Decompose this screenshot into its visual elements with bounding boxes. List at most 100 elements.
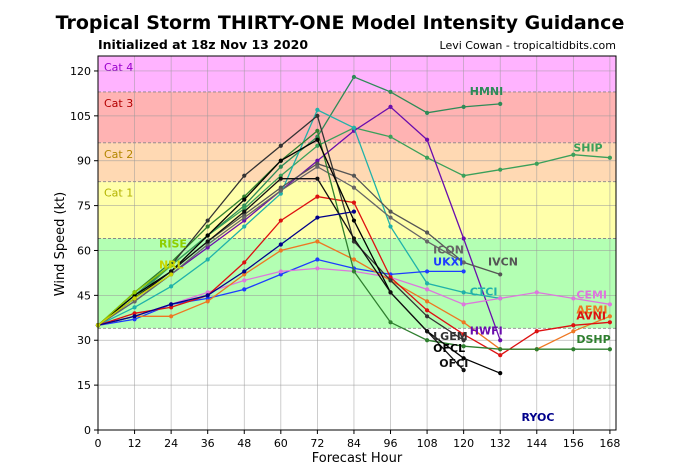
data-point-lgem [242, 173, 247, 178]
data-point-rise [169, 263, 174, 268]
category-label: Cat 4 [104, 61, 133, 74]
data-point-ofcl [278, 158, 283, 163]
data-point-dshp [315, 128, 320, 133]
data-point-dshp [498, 347, 503, 352]
y-tick-label: 120 [70, 65, 91, 78]
data-point-avni [498, 353, 503, 358]
data-point-lgem [278, 143, 283, 148]
data-point-icon [461, 260, 466, 265]
data-point-avni [424, 308, 430, 313]
data-point-ivcn [388, 209, 393, 214]
data-point-dshp [424, 338, 430, 343]
data-point-ctci [169, 284, 174, 289]
data-point-ship [424, 155, 430, 160]
x-tick-label: 0 [95, 437, 102, 450]
x-tick-label: 48 [237, 437, 251, 450]
data-point-icon [278, 188, 283, 193]
series-label-ryoc: RYOC [522, 411, 555, 424]
data-point-lgem [315, 113, 320, 118]
data-point-aemi [278, 248, 283, 253]
data-point-ctci [315, 107, 320, 112]
data-point-ofcl [242, 197, 247, 202]
data-point-ivcn [315, 161, 320, 166]
data-point-dshp [534, 347, 539, 352]
x-tick-label: 12 [128, 437, 142, 450]
y-tick-label: 75 [77, 200, 91, 213]
data-point-ukxi [242, 287, 247, 292]
data-point-lgem [388, 278, 393, 283]
series-label-nrl: NRL [159, 258, 184, 271]
data-point-ofci [205, 239, 210, 244]
data-point-ukxi [278, 272, 283, 277]
x-tick-label: 96 [384, 437, 398, 450]
chart-title: Tropical Storm THIRTY-ONE Model Intensit… [56, 12, 625, 34]
data-point-icon [351, 185, 357, 190]
data-point-avni [169, 305, 174, 310]
data-point-ctci [205, 257, 210, 262]
data-point-aemi [315, 239, 320, 244]
data-point-ofci [315, 176, 320, 181]
series-label-ship: SHIP [573, 142, 602, 155]
data-point-ship [607, 155, 613, 160]
data-point-hmni [242, 203, 247, 208]
series-label-dshp: DSHP [576, 333, 610, 346]
data-point-ryoc [278, 242, 283, 247]
data-point-avni [571, 323, 576, 328]
data-point-icon [424, 239, 430, 244]
data-point-hwfi [205, 245, 210, 250]
data-point-ryoc [169, 302, 174, 307]
data-point-ship [461, 173, 466, 178]
series-label-cemi: CEMI [576, 288, 607, 301]
data-point-hwfi [498, 338, 503, 343]
series-line-ctci [97, 109, 501, 326]
data-point-lgem [424, 314, 430, 319]
data-point-lgem [205, 218, 210, 223]
data-point-cemi [205, 290, 210, 295]
data-point-ukxi [205, 296, 210, 301]
category-label: Cat 1 [104, 187, 133, 200]
data-point-ship [388, 134, 393, 139]
data-point-ofci [424, 329, 430, 334]
y-tick-label: 45 [77, 289, 91, 302]
data-point-cemi [424, 287, 430, 292]
data-point-ivcn [424, 230, 430, 235]
x-tick-label: 168 [599, 437, 620, 450]
data-point-icon [205, 242, 210, 247]
data-point-avni [132, 311, 137, 316]
band-1 [98, 238, 616, 329]
y-tick-label: 0 [84, 424, 91, 437]
data-point-ofci [351, 236, 357, 241]
data-point-hwfi [461, 236, 466, 241]
data-point-dshp [351, 269, 357, 274]
data-point-avni [242, 260, 247, 265]
data-point-aemi [571, 329, 576, 334]
category-bands: Cat 1 Cat 2 Cat 3 Cat 4 [98, 56, 616, 430]
x-tick-label: 60 [274, 437, 288, 450]
x-tick-label: 108 [417, 437, 438, 450]
data-point-ctci [351, 125, 357, 130]
data-point-dshp [388, 320, 393, 325]
data-point-rise [132, 290, 137, 295]
x-tick-label: 24 [164, 437, 178, 450]
data-point-ukxi [424, 269, 430, 274]
chart-subtitle: Initialized at 18z Nov 13 2020 [98, 37, 308, 52]
data-point-ofcl [315, 137, 320, 142]
data-point-hmni [351, 74, 357, 80]
data-point-ctci [461, 290, 466, 295]
data-point-ship [534, 161, 539, 166]
plot-frame [97, 55, 617, 431]
category-label: Cat 2 [104, 148, 133, 161]
data-point-nrl [132, 296, 137, 301]
data-point-cemi [534, 290, 539, 295]
data-point-avni [278, 218, 283, 223]
data-point-ship [571, 152, 576, 157]
series-label-ctci: CTCI [470, 285, 498, 298]
data-point-icon [388, 215, 393, 220]
band-5 [98, 56, 616, 92]
data-point-ukxi [461, 269, 466, 274]
series-label-aemi: AEMI [576, 303, 607, 316]
data-point-cemi [607, 302, 613, 307]
data-point-avni [351, 200, 357, 205]
data-point-aemi [169, 314, 174, 319]
data-point-hwfi [388, 104, 393, 109]
